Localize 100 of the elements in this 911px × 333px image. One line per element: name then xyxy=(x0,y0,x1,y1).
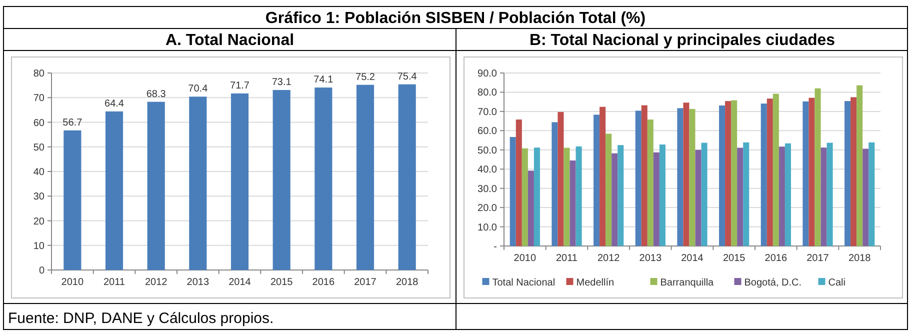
bar xyxy=(778,146,785,246)
legend-label: Medellín xyxy=(576,278,614,288)
legend-label: Cali xyxy=(828,278,846,288)
bar xyxy=(635,110,642,246)
legend-label: Barranquilla xyxy=(660,278,714,288)
bar xyxy=(719,105,726,246)
data-label: 71.7 xyxy=(230,80,250,92)
bar xyxy=(760,104,767,246)
data-label: 75.4 xyxy=(397,71,418,82)
data-label: 75.2 xyxy=(356,72,376,83)
bar xyxy=(725,101,732,246)
bar xyxy=(653,152,660,246)
y-tick-label: 0 xyxy=(38,266,45,276)
source-note: Fuente: DNP, DANE y Cálculos propios. xyxy=(8,310,274,327)
bar xyxy=(189,96,207,270)
bar xyxy=(534,148,540,246)
x-tick-label: 2016 xyxy=(312,277,335,288)
y-tick-label: 10 xyxy=(33,240,45,252)
bar xyxy=(570,160,576,246)
y-tick-label: 30 xyxy=(33,192,45,203)
y-tick-label: 50 xyxy=(33,142,45,154)
data-label: 73.1 xyxy=(272,76,292,88)
bar xyxy=(683,102,690,246)
bar xyxy=(576,146,582,246)
legend-label: Total Nacional xyxy=(492,278,556,288)
bar xyxy=(689,108,696,246)
x-tick-label: 2015 xyxy=(270,277,294,288)
x-tick-label: 2012 xyxy=(144,277,168,288)
bar xyxy=(766,98,773,246)
bar xyxy=(701,142,708,246)
bar xyxy=(844,101,851,246)
chart-title: Gráfico 1: Población SISBEN / Población Total (%) xyxy=(265,10,646,27)
legend-label: Bogotá, D.C. xyxy=(744,278,802,288)
bar xyxy=(558,112,564,246)
bar xyxy=(564,148,570,246)
bar xyxy=(356,84,374,270)
bar xyxy=(784,143,791,246)
chart-title: B: Total Nacional y principales ciudades xyxy=(529,32,836,49)
bar xyxy=(641,105,648,246)
bar xyxy=(105,111,124,270)
bar xyxy=(659,144,666,246)
bar xyxy=(64,130,82,270)
data-label: 70.4 xyxy=(188,84,208,95)
bar xyxy=(772,94,779,246)
bar xyxy=(606,134,612,246)
chart-subtitle: A. Total Nacional xyxy=(165,32,294,49)
bar xyxy=(856,85,863,246)
y-tick-label: 40.0 xyxy=(478,164,498,176)
bar xyxy=(677,108,684,246)
data-label: 56.7 xyxy=(62,117,83,128)
data-label: 74.1 xyxy=(314,74,334,86)
bar xyxy=(647,120,654,246)
x-tick-label: 2013 xyxy=(639,253,662,264)
y-tick-label: 80.0 xyxy=(478,88,498,99)
x-tick-label: 2014 xyxy=(681,253,704,264)
x-tick-label: 2014 xyxy=(228,277,252,288)
y-tick-label: 10.0 xyxy=(478,222,498,234)
bar xyxy=(850,97,857,246)
y-tick-label: 20.0 xyxy=(478,203,498,214)
bar xyxy=(814,88,821,246)
bar xyxy=(808,98,815,246)
y-tick-label: 60.0 xyxy=(478,126,498,138)
bar xyxy=(552,122,558,246)
x-tick-label: 2011 xyxy=(103,277,126,288)
bar xyxy=(230,93,249,270)
x-tick-label: 2018 xyxy=(848,253,872,264)
bar xyxy=(695,150,702,246)
bar xyxy=(398,84,416,270)
bar xyxy=(743,142,750,246)
x-tick-label: 2012 xyxy=(597,253,620,264)
bar xyxy=(147,102,165,270)
bar xyxy=(862,148,869,246)
bar xyxy=(612,153,618,246)
x-tick-label: 2017 xyxy=(806,253,830,264)
x-tick-label: 2013 xyxy=(186,277,210,288)
bar xyxy=(820,148,827,246)
bar xyxy=(272,90,290,270)
x-tick-label: 2016 xyxy=(764,253,788,264)
bar xyxy=(802,101,809,246)
x-tick-label: 2015 xyxy=(722,253,746,264)
y-tick-label: 40 xyxy=(33,167,45,178)
bar xyxy=(528,170,534,246)
data-label: 64.4 xyxy=(104,98,124,110)
y-tick-label: 30.0 xyxy=(478,184,498,195)
bar xyxy=(314,88,332,270)
x-tick-label: 2017 xyxy=(354,277,377,288)
bar xyxy=(600,106,606,246)
x-tick-label: 2010 xyxy=(61,277,84,288)
bar xyxy=(516,120,522,246)
bar xyxy=(618,145,624,246)
y-tick-label: 80 xyxy=(33,68,45,80)
bar xyxy=(510,137,516,246)
bar xyxy=(868,142,875,246)
bar xyxy=(737,148,744,246)
y-tick-label: 60 xyxy=(33,118,45,129)
bar xyxy=(826,142,833,246)
x-tick-label: 2018 xyxy=(396,277,419,288)
bar xyxy=(522,148,528,246)
bar xyxy=(731,100,738,246)
x-tick-label: 2011 xyxy=(556,253,578,264)
